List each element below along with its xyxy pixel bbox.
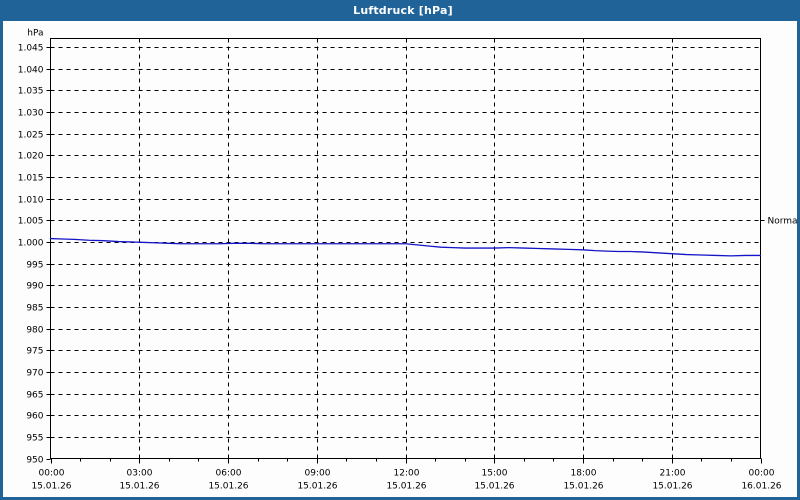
y-tick-label: 960 bbox=[26, 412, 43, 422]
y-tick-label: 1.005 bbox=[18, 217, 44, 227]
y-axis-tick-marks bbox=[46, 47, 51, 460]
y-axis-tick-labels: 950 955 960 965 970 975 980 985 990 995 1.000 1.005… bbox=[18, 44, 44, 466]
x-tick-date-label: 15.01.26 bbox=[563, 482, 603, 492]
y-tick-label: 970 bbox=[26, 369, 43, 379]
y-tick-label: 985 bbox=[26, 304, 43, 314]
y-tick-label: 975 bbox=[26, 347, 43, 357]
x-tick-time-label: 21:00 bbox=[660, 469, 686, 479]
x-tick-time-label: 03:00 bbox=[127, 469, 153, 479]
y-tick-label: 1.040 bbox=[18, 66, 44, 76]
x-tick-date-label: 15.01.26 bbox=[474, 482, 514, 492]
x-tick-date-label: 15.01.26 bbox=[386, 482, 426, 492]
x-tick-time-label: 15:00 bbox=[482, 469, 508, 479]
y-tick-label: 995 bbox=[26, 261, 43, 271]
pressure-series-line bbox=[49, 237, 762, 257]
y-tick-label: 980 bbox=[26, 326, 43, 336]
x-tick-time-label: 18:00 bbox=[571, 469, 597, 479]
window-title-bar: Luftdruck [hPa] bbox=[3, 0, 800, 21]
y-tick-label: 1.020 bbox=[18, 152, 44, 162]
chart-plot-area[interactable]: 950 955 960 965 970 975 980 985 990 995 1.000 1.005… bbox=[3, 21, 797, 497]
x-tick-date-label: 15.01.26 bbox=[208, 482, 248, 492]
y-tick-label: 1.015 bbox=[18, 174, 44, 184]
y-tick-label: 965 bbox=[26, 391, 43, 401]
y-tick-label: 955 bbox=[26, 434, 43, 444]
normal-annotation: Normal bbox=[760, 217, 798, 227]
pressure-line-chart[interactable]: 950 955 960 965 970 975 980 985 990 995 1.000 1.005… bbox=[3, 21, 797, 497]
y-tick-label: 1.045 bbox=[18, 44, 44, 54]
page-title: Luftdruck [hPa] bbox=[353, 4, 453, 17]
x-tick-date-label: 15.01.26 bbox=[119, 482, 159, 492]
x-tick-time-label: 12:00 bbox=[394, 469, 420, 479]
y-tick-label: 1.000 bbox=[18, 239, 44, 249]
y-tick-label: 1.035 bbox=[18, 87, 44, 97]
y-axis-unit-label: hPa bbox=[27, 29, 43, 39]
x-tick-date-label: 15.01.26 bbox=[297, 482, 337, 492]
y-tick-label: 990 bbox=[26, 282, 43, 292]
x-axis-tick-labels: 00:00 15.01.26 03:00 15.01.26 06:00 15.01.26 0… bbox=[31, 469, 781, 492]
normal-label: Normal bbox=[768, 217, 798, 227]
chart-background bbox=[3, 21, 797, 497]
y-tick-label: 1.030 bbox=[18, 109, 44, 119]
y-axis-unit-text: hPa bbox=[27, 29, 43, 39]
y-tick-label: 1.010 bbox=[18, 196, 44, 206]
horizontal-gridlines bbox=[50, 47, 761, 438]
y-tick-label: 950 bbox=[26, 456, 43, 466]
x-tick-time-label: 09:00 bbox=[305, 469, 331, 479]
x-tick-date-label: 15.01.26 bbox=[652, 482, 692, 492]
x-tick-time-label: 06:00 bbox=[216, 469, 242, 479]
y-tick-label: 1.025 bbox=[18, 131, 44, 141]
x-tick-time-label: 00:00 bbox=[749, 469, 775, 479]
x-tick-time-label: 00:00 bbox=[39, 469, 65, 479]
x-tick-date-label: 15.01.26 bbox=[31, 482, 71, 492]
x-tick-date-label: 16.01.26 bbox=[741, 482, 781, 492]
plot-frame bbox=[50, 38, 761, 459]
